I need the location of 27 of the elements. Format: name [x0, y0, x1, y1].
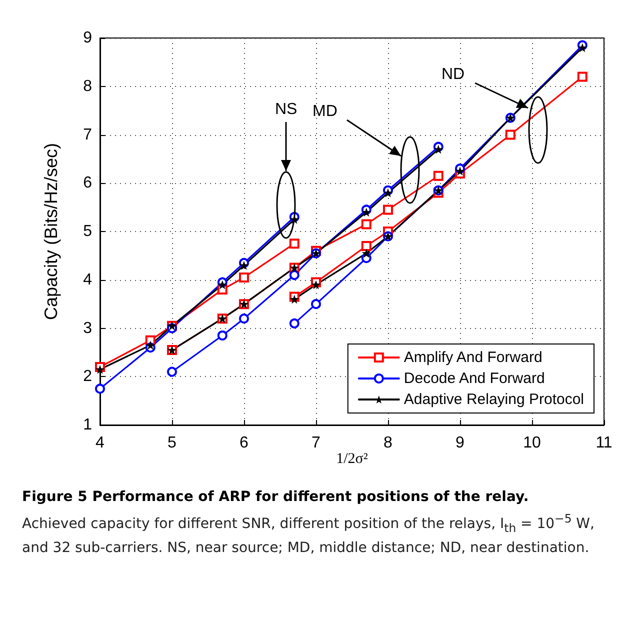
x-tick-label: 8: [384, 434, 393, 452]
y-tick-label: 1: [83, 416, 92, 434]
y-axis-title: Capacity (Bits/Hz/sec): [41, 142, 61, 320]
y-tick-label: 5: [83, 223, 92, 240]
y-tick-label: 6: [83, 174, 92, 192]
y-tick-label: 2: [83, 368, 92, 386]
y-tick-label: 7: [83, 126, 92, 144]
legend-label: Decode And Forward: [404, 370, 545, 387]
y-tick-label: 3: [83, 320, 92, 337]
x-tick-label: 11: [596, 434, 612, 452]
legend-label: Amplify And Forward: [404, 349, 542, 366]
y-tick-label: 9: [83, 30, 92, 46]
x-tick-label: 7: [312, 434, 321, 452]
x-tick-label: 5: [168, 434, 177, 452]
x-tick-label: 6: [240, 434, 249, 452]
y-tick-label: 8: [83, 78, 92, 95]
legend-label: Adaptive Relaying Protocol: [404, 391, 584, 408]
x-tick-label: 9: [456, 434, 465, 452]
text: Achieved capacity for different SNR, different position of the relays, I$_{th}$ = 10$^{−5}$ W, and 32 sub-carriers. NS, near source; MD, middle distance; ND, near destination.: [22, 511, 594, 556]
x-axis-title: 1/2σ²: [335, 451, 369, 468]
y-tick-label: 4: [83, 271, 92, 288]
x-tick-label: 10: [523, 434, 541, 452]
annotation: NS: [275, 101, 298, 119]
annotation: ND: [442, 66, 465, 84]
text: Figure 5 Performance of ARP for different positions of the relay.: [22, 488, 530, 507]
annotation: MD: [312, 103, 338, 121]
x-tick-label: 4: [96, 434, 105, 452]
